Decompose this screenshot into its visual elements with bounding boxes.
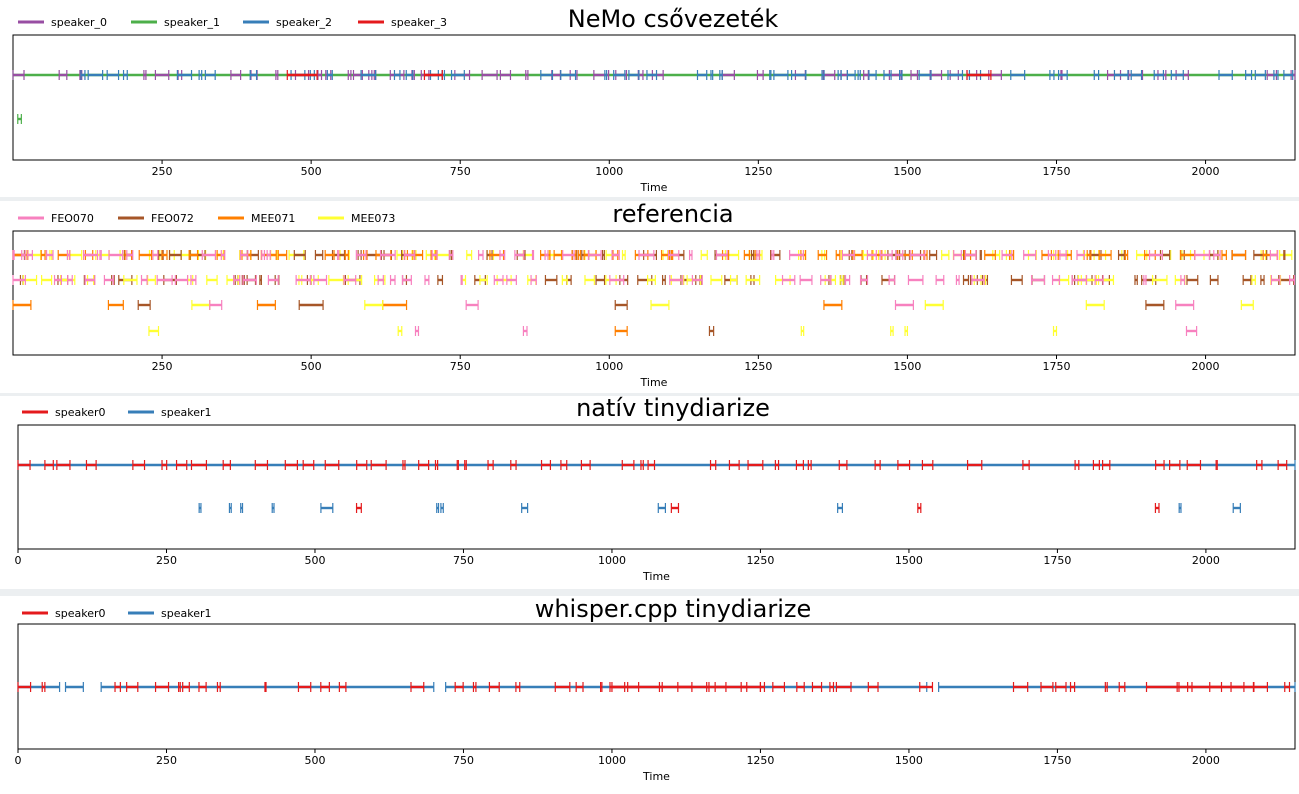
plot-area <box>12 230 1296 356</box>
x-tick-label: 1250 <box>746 554 774 567</box>
chart-title: whisper.cpp tinydiarize <box>535 595 812 623</box>
plot-area <box>17 424 1296 550</box>
x-tick-label: 250 <box>152 165 173 178</box>
chart-title: NeMo csővezeték <box>568 5 779 33</box>
plot-area <box>12 34 1296 161</box>
x-axis-label: Time <box>640 376 668 389</box>
segments-group <box>17 682 1296 692</box>
legend-label-speaker0: speaker0 <box>55 607 106 620</box>
panel-separator <box>0 589 1299 596</box>
x-tick-label: 1750 <box>1043 554 1071 567</box>
x-tick-label: 1750 <box>1042 360 1070 373</box>
legend-label-FEO070: FEO070 <box>51 212 94 225</box>
x-tick-label: 1750 <box>1043 754 1071 767</box>
x-tick-label: 2000 <box>1192 554 1220 567</box>
x-tick-label: 750 <box>453 554 474 567</box>
legend-label-speaker_1: speaker_1 <box>164 16 220 29</box>
chart-title: natív tinydiarize <box>576 395 770 422</box>
x-tick-label: 1250 <box>744 360 772 373</box>
x-tick-label: 1250 <box>744 165 772 178</box>
x-tick-label: 1000 <box>595 165 623 178</box>
x-tick-label: 250 <box>152 360 173 373</box>
x-tick-label: 0 <box>15 754 22 767</box>
x-tick-label: 1000 <box>595 360 623 373</box>
x-axis-label: Time <box>640 181 668 194</box>
x-tick-label: 250 <box>156 754 177 767</box>
legend-label-speaker_3: speaker_3 <box>391 16 447 29</box>
legend-label-speaker1: speaker1 <box>161 607 212 620</box>
x-tick-label: 500 <box>304 554 325 567</box>
legend-label-speaker_2: speaker_2 <box>276 16 332 29</box>
legend-label-speaker1: speaker1 <box>161 406 212 419</box>
legend-label-MEE071: MEE071 <box>251 212 295 225</box>
legend-label-MEE073: MEE073 <box>351 212 395 225</box>
panel-separator <box>0 393 1299 396</box>
segments-group <box>12 70 1296 124</box>
x-tick-label: 1250 <box>746 754 774 767</box>
chart-title: referencia <box>612 200 733 228</box>
x-tick-label: 2000 <box>1192 360 1220 373</box>
x-tick-label: 1000 <box>598 754 626 767</box>
x-tick-label: 750 <box>450 360 471 373</box>
x-tick-label: 250 <box>156 554 177 567</box>
x-tick-label: 1500 <box>893 360 921 373</box>
x-tick-label: 1000 <box>598 554 626 567</box>
x-tick-label: 500 <box>304 754 325 767</box>
x-tick-label: 750 <box>453 754 474 767</box>
x-tick-label: 1500 <box>893 165 921 178</box>
reference-timeline-chart: 250 500 750 1000 1250 1500 1750 2000 Time referen… <box>12 200 1296 389</box>
legend-label-FEO072: FEO072 <box>151 212 194 225</box>
x-tick-label: 2000 <box>1192 754 1220 767</box>
native-tinydiarize-timeline-chart: 0 250 500 750 1000 1250 1500 1750 2000 Time natív … <box>15 395 1296 583</box>
x-tick-label: 500 <box>301 165 322 178</box>
x-tick-label: 1500 <box>895 754 923 767</box>
nemo-timeline-chart: 250 500 750 1000 1250 1500 1750 2000 Time NeMo cs… <box>12 5 1296 194</box>
legend-label-speaker0: speaker0 <box>55 406 106 419</box>
x-tick-label: 1750 <box>1042 165 1070 178</box>
panel-separator <box>0 197 1299 201</box>
x-axis-label: Time <box>642 570 670 583</box>
segments-group <box>12 250 1296 336</box>
x-tick-label: 0 <box>15 554 22 567</box>
whisper-cpp-tinydiarize-timeline-chart: 0 250 500 750 1000 1250 1500 1750 2000 Time whispe… <box>15 595 1296 783</box>
x-tick-label: 500 <box>301 360 322 373</box>
x-tick-label: 750 <box>450 165 471 178</box>
x-tick-label: 1500 <box>895 554 923 567</box>
x-axis-label: Time <box>642 770 670 783</box>
segments-group <box>17 460 1296 513</box>
legend-label-speaker_0: speaker_0 <box>51 16 107 29</box>
x-tick-label: 2000 <box>1192 165 1220 178</box>
